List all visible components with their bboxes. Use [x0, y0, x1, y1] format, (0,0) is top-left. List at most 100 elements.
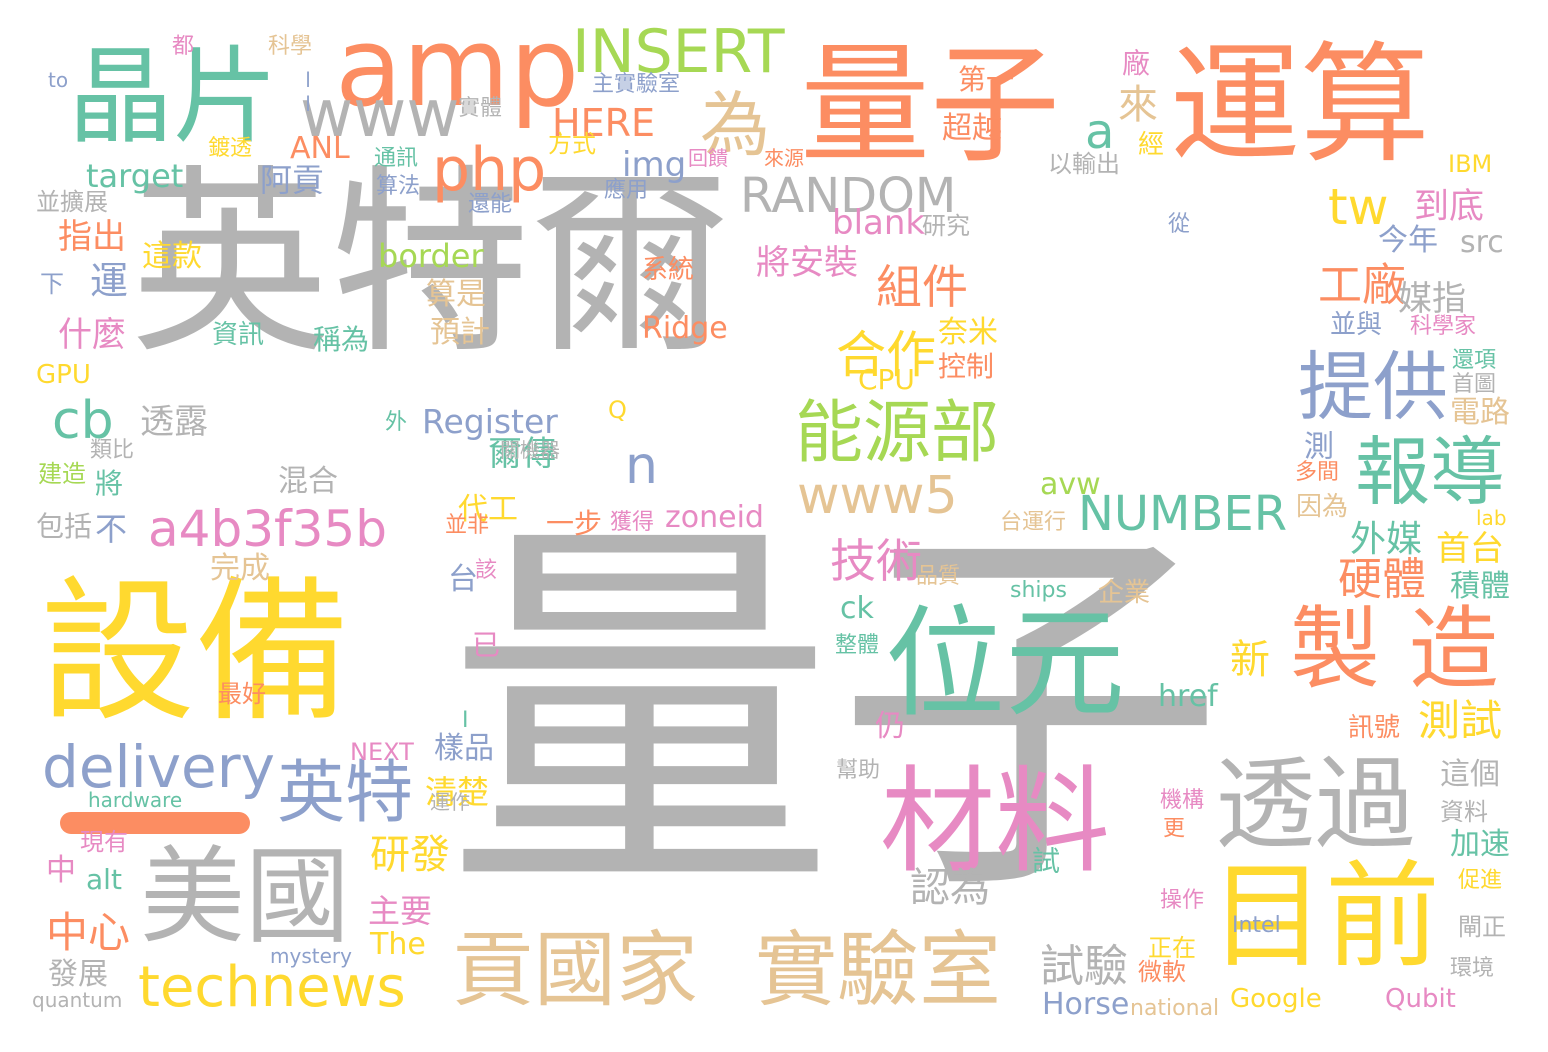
- cloud-word: 第一: [958, 63, 1015, 96]
- cloud-word: 正在: [1148, 934, 1196, 962]
- cloud-word: INSERT: [572, 17, 785, 87]
- cloud-word: 工廠: [1318, 260, 1406, 311]
- cloud-word: 中: [46, 853, 76, 888]
- cloud-word: 研發: [370, 832, 450, 878]
- cloud-word: 鍍透: [208, 136, 253, 161]
- cloud-word: 發展: [48, 957, 108, 992]
- cloud-word: 系統: [642, 255, 695, 285]
- cloud-word: 爾傳: [488, 434, 556, 474]
- cloud-word: 合作: [836, 326, 936, 384]
- cloud-word: 從: [1168, 212, 1191, 237]
- cloud-word: 為: [700, 84, 770, 166]
- cloud-word: 清楚: [425, 773, 490, 811]
- cloud-word: 來源: [764, 146, 804, 170]
- cloud-word: The: [370, 927, 426, 962]
- cloud-word: 更: [1159, 816, 1184, 838]
- cloud-word: 貢國家: [452, 923, 699, 1018]
- cloud-word: 主要: [368, 892, 433, 930]
- cloud-word: Q: [608, 396, 627, 424]
- cloud-word: Qubit: [1385, 984, 1456, 1014]
- cloud-word: www: [300, 77, 460, 152]
- dash-mark: [60, 812, 250, 834]
- cloud-word: 量子: [800, 29, 1061, 181]
- cloud-word: 環境: [1450, 956, 1495, 981]
- cloud-word: lab: [1476, 506, 1507, 530]
- cloud-word: 硬體: [1338, 554, 1426, 605]
- cloud-word: 台運行: [1000, 510, 1067, 535]
- cloud-word: 測: [1298, 430, 1333, 460]
- cloud-word: 目前: [1210, 850, 1441, 984]
- cloud-word: national: [1130, 996, 1220, 1021]
- cloud-word: 企業: [1098, 578, 1151, 608]
- cloud-word: 建造: [38, 460, 86, 488]
- cloud-word: 還項: [1452, 348, 1497, 373]
- cloud-word: 幫助: [836, 758, 881, 783]
- cloud-word: 中心: [46, 908, 131, 957]
- cloud-word: 首圖: [1452, 372, 1497, 397]
- cloud-word: 研究: [922, 212, 970, 240]
- cloud-word: Horse: [1042, 987, 1130, 1022]
- cloud-word: 首台: [1436, 529, 1504, 569]
- cloud-word: 下: [40, 270, 64, 298]
- cloud-word: 量子: [445, 488, 1225, 942]
- cloud-word: 品質: [916, 564, 961, 589]
- cloud-word: 控制: [938, 350, 995, 383]
- cloud-word: 操作: [1160, 888, 1205, 913]
- cloud-word: 主實驗室: [592, 72, 681, 97]
- cloud-word: 運: [90, 259, 129, 303]
- cloud-word: quantum: [32, 988, 123, 1012]
- cloud-word: 英特爾: [130, 148, 731, 381]
- cloud-word: 並與: [1330, 310, 1383, 340]
- cloud-word: 超越: [942, 111, 1002, 146]
- cloud-word: 方式: [548, 130, 596, 158]
- cloud-word: HERE: [552, 101, 655, 145]
- cloud-word: 這個: [1440, 757, 1500, 792]
- cloud-word: 透露: [140, 402, 208, 442]
- cloud-word: Intel: [1232, 913, 1281, 938]
- cloud-word: 資訊: [212, 320, 265, 350]
- cloud-word: src: [1460, 225, 1504, 260]
- cloud-word: 算是: [426, 277, 486, 312]
- cloud-word: 來: [1118, 82, 1158, 128]
- cloud-word: 阿貢: [260, 161, 325, 199]
- cloud-word: 運作: [430, 790, 470, 814]
- cloud-word: NUMBER: [1078, 486, 1288, 542]
- cloud-word: 並擴展: [36, 188, 108, 216]
- cloud-word: blank: [832, 203, 926, 243]
- cloud-word: Ridge: [642, 311, 728, 346]
- cloud-word: 英特: [277, 754, 414, 833]
- cloud-word: 設備: [40, 562, 350, 743]
- cloud-word: 都: [172, 34, 195, 59]
- cloud-word: to: [48, 68, 69, 92]
- cloud-word: hardware: [88, 788, 183, 812]
- cloud-word: 外: [385, 410, 408, 435]
- cloud-word: ll: [296, 68, 320, 116]
- cloud-word: target: [86, 157, 184, 195]
- cloud-word: 包括: [36, 510, 93, 543]
- cloud-word: 已: [468, 630, 501, 658]
- cloud-word: mystery: [270, 944, 352, 968]
- cloud-word: 資料: [1440, 798, 1488, 826]
- cloud-word: border: [378, 237, 484, 275]
- cloud-word: 通訊: [374, 146, 419, 171]
- cloud-word: 多間: [1295, 460, 1340, 485]
- cloud-word: 算法: [376, 174, 421, 199]
- cloud-word: 稱為: [313, 323, 370, 356]
- cloud-word: Register: [422, 402, 558, 441]
- cloud-word: 以輸出: [1048, 150, 1120, 178]
- cloud-word: 完成: [210, 551, 270, 586]
- cloud-word: 試: [1028, 846, 1061, 874]
- cloud-word: amp: [335, 3, 580, 131]
- cloud-word: 不: [95, 510, 128, 548]
- cloud-word: 閘正: [1458, 913, 1506, 941]
- cloud-word: 到底: [1414, 187, 1485, 227]
- cloud-word: 經: [1138, 130, 1165, 160]
- cloud-word: 積體: [1450, 569, 1510, 604]
- cloud-word: 並非: [445, 513, 490, 538]
- cloud-word: I: [462, 708, 469, 733]
- cloud-word: n: [625, 436, 658, 496]
- cloud-word: avw: [1040, 467, 1101, 502]
- cloud-word: tw: [1328, 178, 1389, 236]
- cloud-word: 實驗室: [755, 923, 1002, 1018]
